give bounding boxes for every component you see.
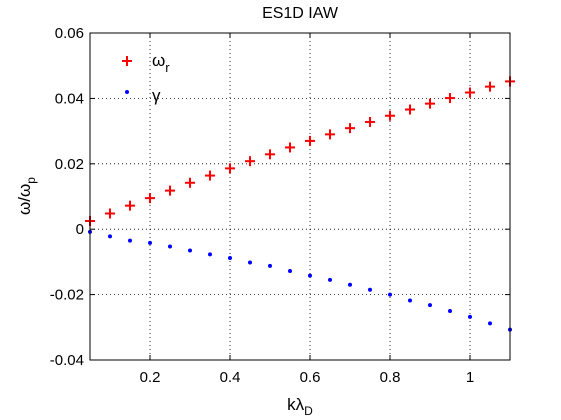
data-point-gamma xyxy=(328,277,332,282)
data-point-gamma xyxy=(348,282,352,287)
data-point-omega-r xyxy=(225,163,235,174)
data-point-gamma xyxy=(468,314,472,319)
y-tick-label: 0 xyxy=(76,221,84,238)
data-point-omega-r xyxy=(325,129,335,140)
x-axis-label-main: kλ xyxy=(287,395,305,414)
data-point-gamma xyxy=(248,260,252,265)
data-point-omega-r xyxy=(445,93,455,104)
data-point-gamma xyxy=(308,273,312,278)
legend-marker-omega-r xyxy=(122,56,132,66)
legend-label-omega-r-subscript: r xyxy=(165,60,170,75)
x-tick-label: 0.6 xyxy=(300,369,321,386)
data-point-gamma xyxy=(288,269,292,274)
data-point-omega-r xyxy=(365,116,375,127)
data-point-omega-r xyxy=(405,104,415,115)
data-point-omega-r xyxy=(425,98,435,109)
legend-label-gamma: γ xyxy=(152,86,161,105)
data-point-omega-r xyxy=(485,81,495,92)
data-point-gamma xyxy=(408,298,412,303)
data-point-gamma xyxy=(128,238,132,243)
data-point-gamma xyxy=(448,308,452,313)
data-point-omega-r xyxy=(465,87,475,98)
legend: ωr γ xyxy=(122,51,170,105)
data-point-omega-r xyxy=(285,142,295,153)
x-axis-label-subscript: D xyxy=(304,404,313,418)
series-gamma xyxy=(88,229,512,332)
data-point-omega-r xyxy=(165,185,175,196)
y-tick-label: -0.04 xyxy=(50,352,84,369)
x-tick-label: 1 xyxy=(466,369,474,386)
data-point-omega-r xyxy=(145,193,155,204)
data-point-gamma xyxy=(148,240,152,245)
y-tick-label: -0.02 xyxy=(50,287,84,304)
data-point-omega-r xyxy=(185,177,195,188)
data-point-omega-r xyxy=(125,200,135,211)
legend-label-omega-r: ωr xyxy=(152,51,170,75)
data-point-gamma xyxy=(108,234,112,239)
data-point-gamma xyxy=(268,263,272,268)
plot-area xyxy=(90,33,510,360)
chart-title: ES1D IAW xyxy=(262,5,339,22)
x-axis-label: kλD xyxy=(287,395,313,418)
data-point-gamma xyxy=(188,248,192,253)
data-series xyxy=(85,76,515,332)
y-tick-label: 0.04 xyxy=(55,90,84,107)
data-point-gamma xyxy=(388,292,392,297)
legend-marker-gamma xyxy=(125,90,129,94)
x-tick-label: 0.4 xyxy=(220,369,241,386)
data-point-omega-r xyxy=(205,170,215,181)
data-point-omega-r xyxy=(245,156,255,167)
data-point-gamma xyxy=(428,303,432,308)
x-tick-label: 0.8 xyxy=(380,369,401,386)
data-point-omega-r xyxy=(105,208,115,219)
data-point-omega-r xyxy=(345,123,355,134)
data-point-gamma xyxy=(228,255,232,260)
legend-label-omega-r-main: ω xyxy=(152,51,165,70)
axes-frame xyxy=(89,32,511,361)
y-axis-label: ω/ωp xyxy=(15,177,38,215)
y-axis-label-main: ω/ω xyxy=(15,184,34,215)
grid-lines xyxy=(90,33,510,360)
y-axis-label-subscript: p xyxy=(24,177,38,184)
series-omega-r xyxy=(85,76,515,227)
data-point-gamma xyxy=(168,244,172,249)
data-point-omega-r xyxy=(305,135,315,146)
data-point-gamma xyxy=(208,252,212,257)
x-tick-label: 0.2 xyxy=(140,369,161,386)
y-tick-label: 0.02 xyxy=(55,156,84,173)
data-point-omega-r xyxy=(385,110,395,121)
y-tick-label: 0.06 xyxy=(55,25,84,42)
data-point-gamma xyxy=(368,287,372,292)
data-point-omega-r xyxy=(265,149,275,160)
data-point-gamma xyxy=(488,321,492,326)
